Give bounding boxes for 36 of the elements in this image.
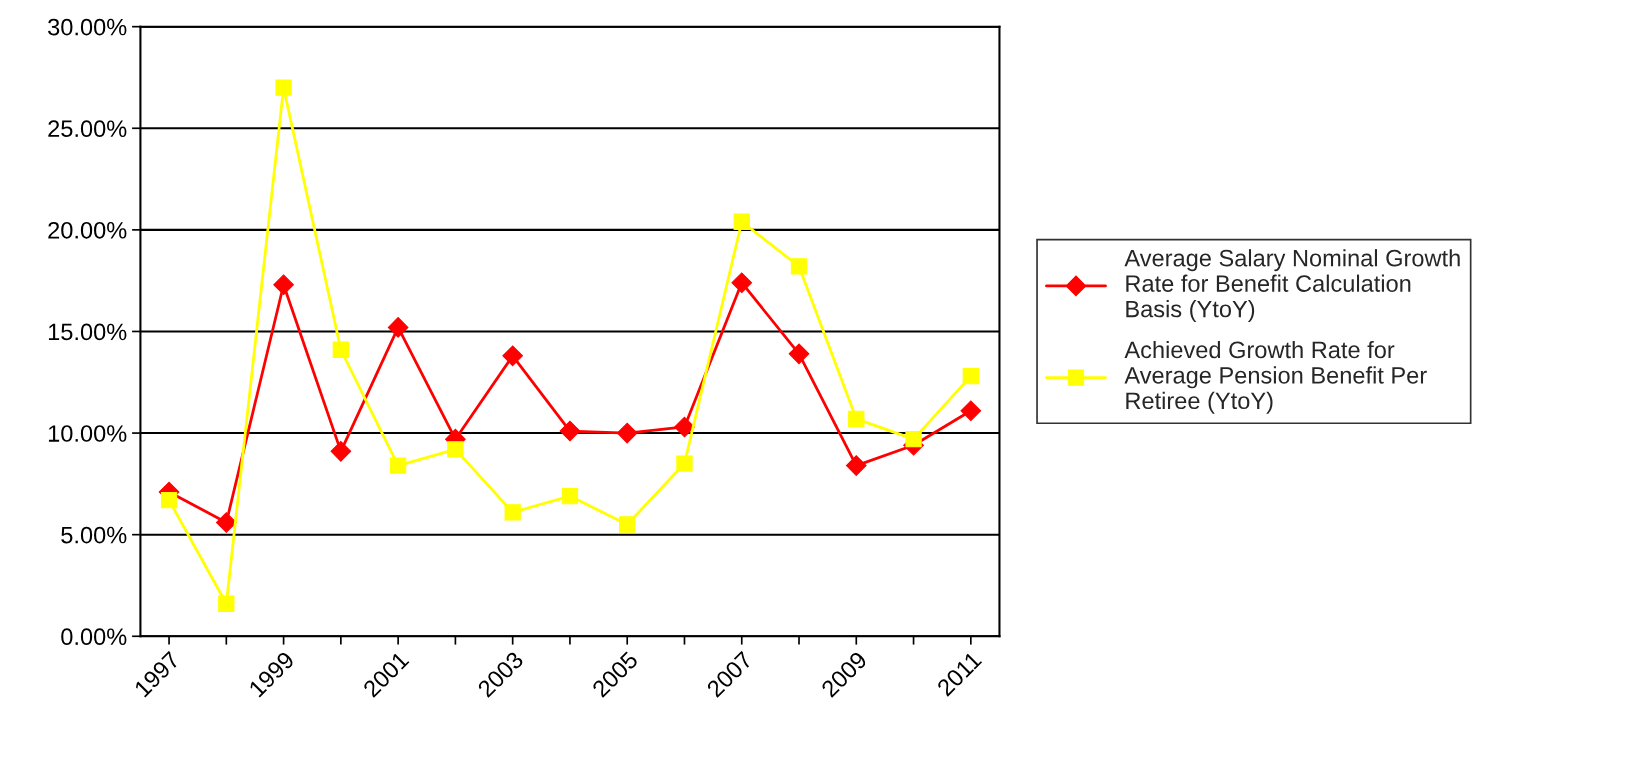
point xyxy=(559,420,581,442)
point xyxy=(389,457,407,474)
y-tick-label: 10.00% xyxy=(48,425,127,442)
y-tick-label: 15.00% xyxy=(48,323,127,341)
point xyxy=(273,274,294,296)
point xyxy=(790,258,808,275)
point xyxy=(905,431,922,448)
point xyxy=(674,416,695,438)
point xyxy=(616,422,638,444)
y-tick-label: 30.00% xyxy=(48,18,127,36)
point xyxy=(502,345,524,367)
point xyxy=(619,516,636,533)
point xyxy=(275,79,292,96)
y-tick-label: 20.00% xyxy=(48,221,127,239)
point xyxy=(962,368,979,385)
point xyxy=(788,343,810,365)
point xyxy=(504,504,521,521)
point xyxy=(160,491,178,509)
y-tick-label: 0.00% xyxy=(61,628,127,646)
point xyxy=(676,455,693,472)
point xyxy=(215,512,237,533)
point xyxy=(960,400,982,422)
point xyxy=(848,410,865,427)
y-tick-label: 5.00% xyxy=(61,526,127,544)
point xyxy=(561,487,579,505)
y-tick-label: 25.00% xyxy=(48,120,127,138)
legend-label: Achieved Growth Rate for Average Pension Benefit Per Retiree (YtoY) xyxy=(1124,340,1427,414)
point xyxy=(733,213,750,230)
legend-label: Average Salary Nominal Growth Rate for Benefit Calculation Basis (YtoY) xyxy=(1124,249,1460,323)
point xyxy=(330,441,352,462)
point xyxy=(447,441,464,458)
point xyxy=(845,455,867,476)
point xyxy=(332,341,350,358)
point xyxy=(387,317,409,338)
point xyxy=(218,595,235,612)
point xyxy=(731,272,753,294)
